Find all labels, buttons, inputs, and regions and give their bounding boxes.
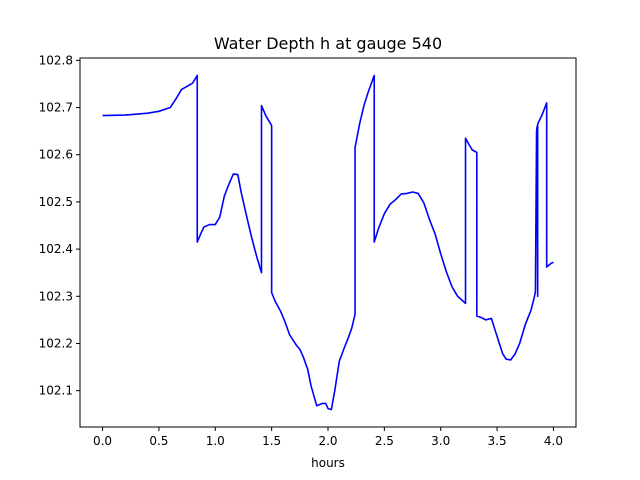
x-axis: 0.0 0.5 1.0 1.5 2.0 2.5 3.0 3.5 4.0: [93, 427, 563, 448]
y-tick-label: 102.3: [39, 289, 73, 303]
y-tick-label: 102.6: [39, 148, 73, 162]
series-line-0: [102, 74, 554, 411]
y-tick-label: 102.7: [39, 101, 73, 115]
y-tick-label: 102.4: [39, 242, 73, 256]
x-tick-label: 1.0: [206, 434, 225, 448]
chart-title: Water Depth h at gauge 540: [214, 34, 442, 53]
y-axis: 102.1 102.2 102.3 102.4 102.5 102.6 102.7 102.8: [39, 53, 80, 398]
x-tick-label: 3.0: [431, 434, 450, 448]
x-tick-label: 1.5: [262, 434, 281, 448]
y-tick-label: 102.8: [39, 53, 73, 67]
x-tick-label: 3.5: [488, 434, 507, 448]
x-tick-label: 4.0: [544, 434, 563, 448]
y-tick-label: 102.2: [39, 336, 73, 350]
x-axis-label: hours: [311, 456, 345, 470]
x-tick-label: 0.0: [93, 434, 112, 448]
y-tick-label: 102.5: [39, 195, 73, 209]
x-tick-label: 0.5: [149, 434, 168, 448]
x-tick-label: 2.5: [375, 434, 394, 448]
y-tick-label: 102.1: [39, 384, 73, 398]
x-tick-label: 2.0: [318, 434, 337, 448]
series-layer: [102, 74, 554, 411]
